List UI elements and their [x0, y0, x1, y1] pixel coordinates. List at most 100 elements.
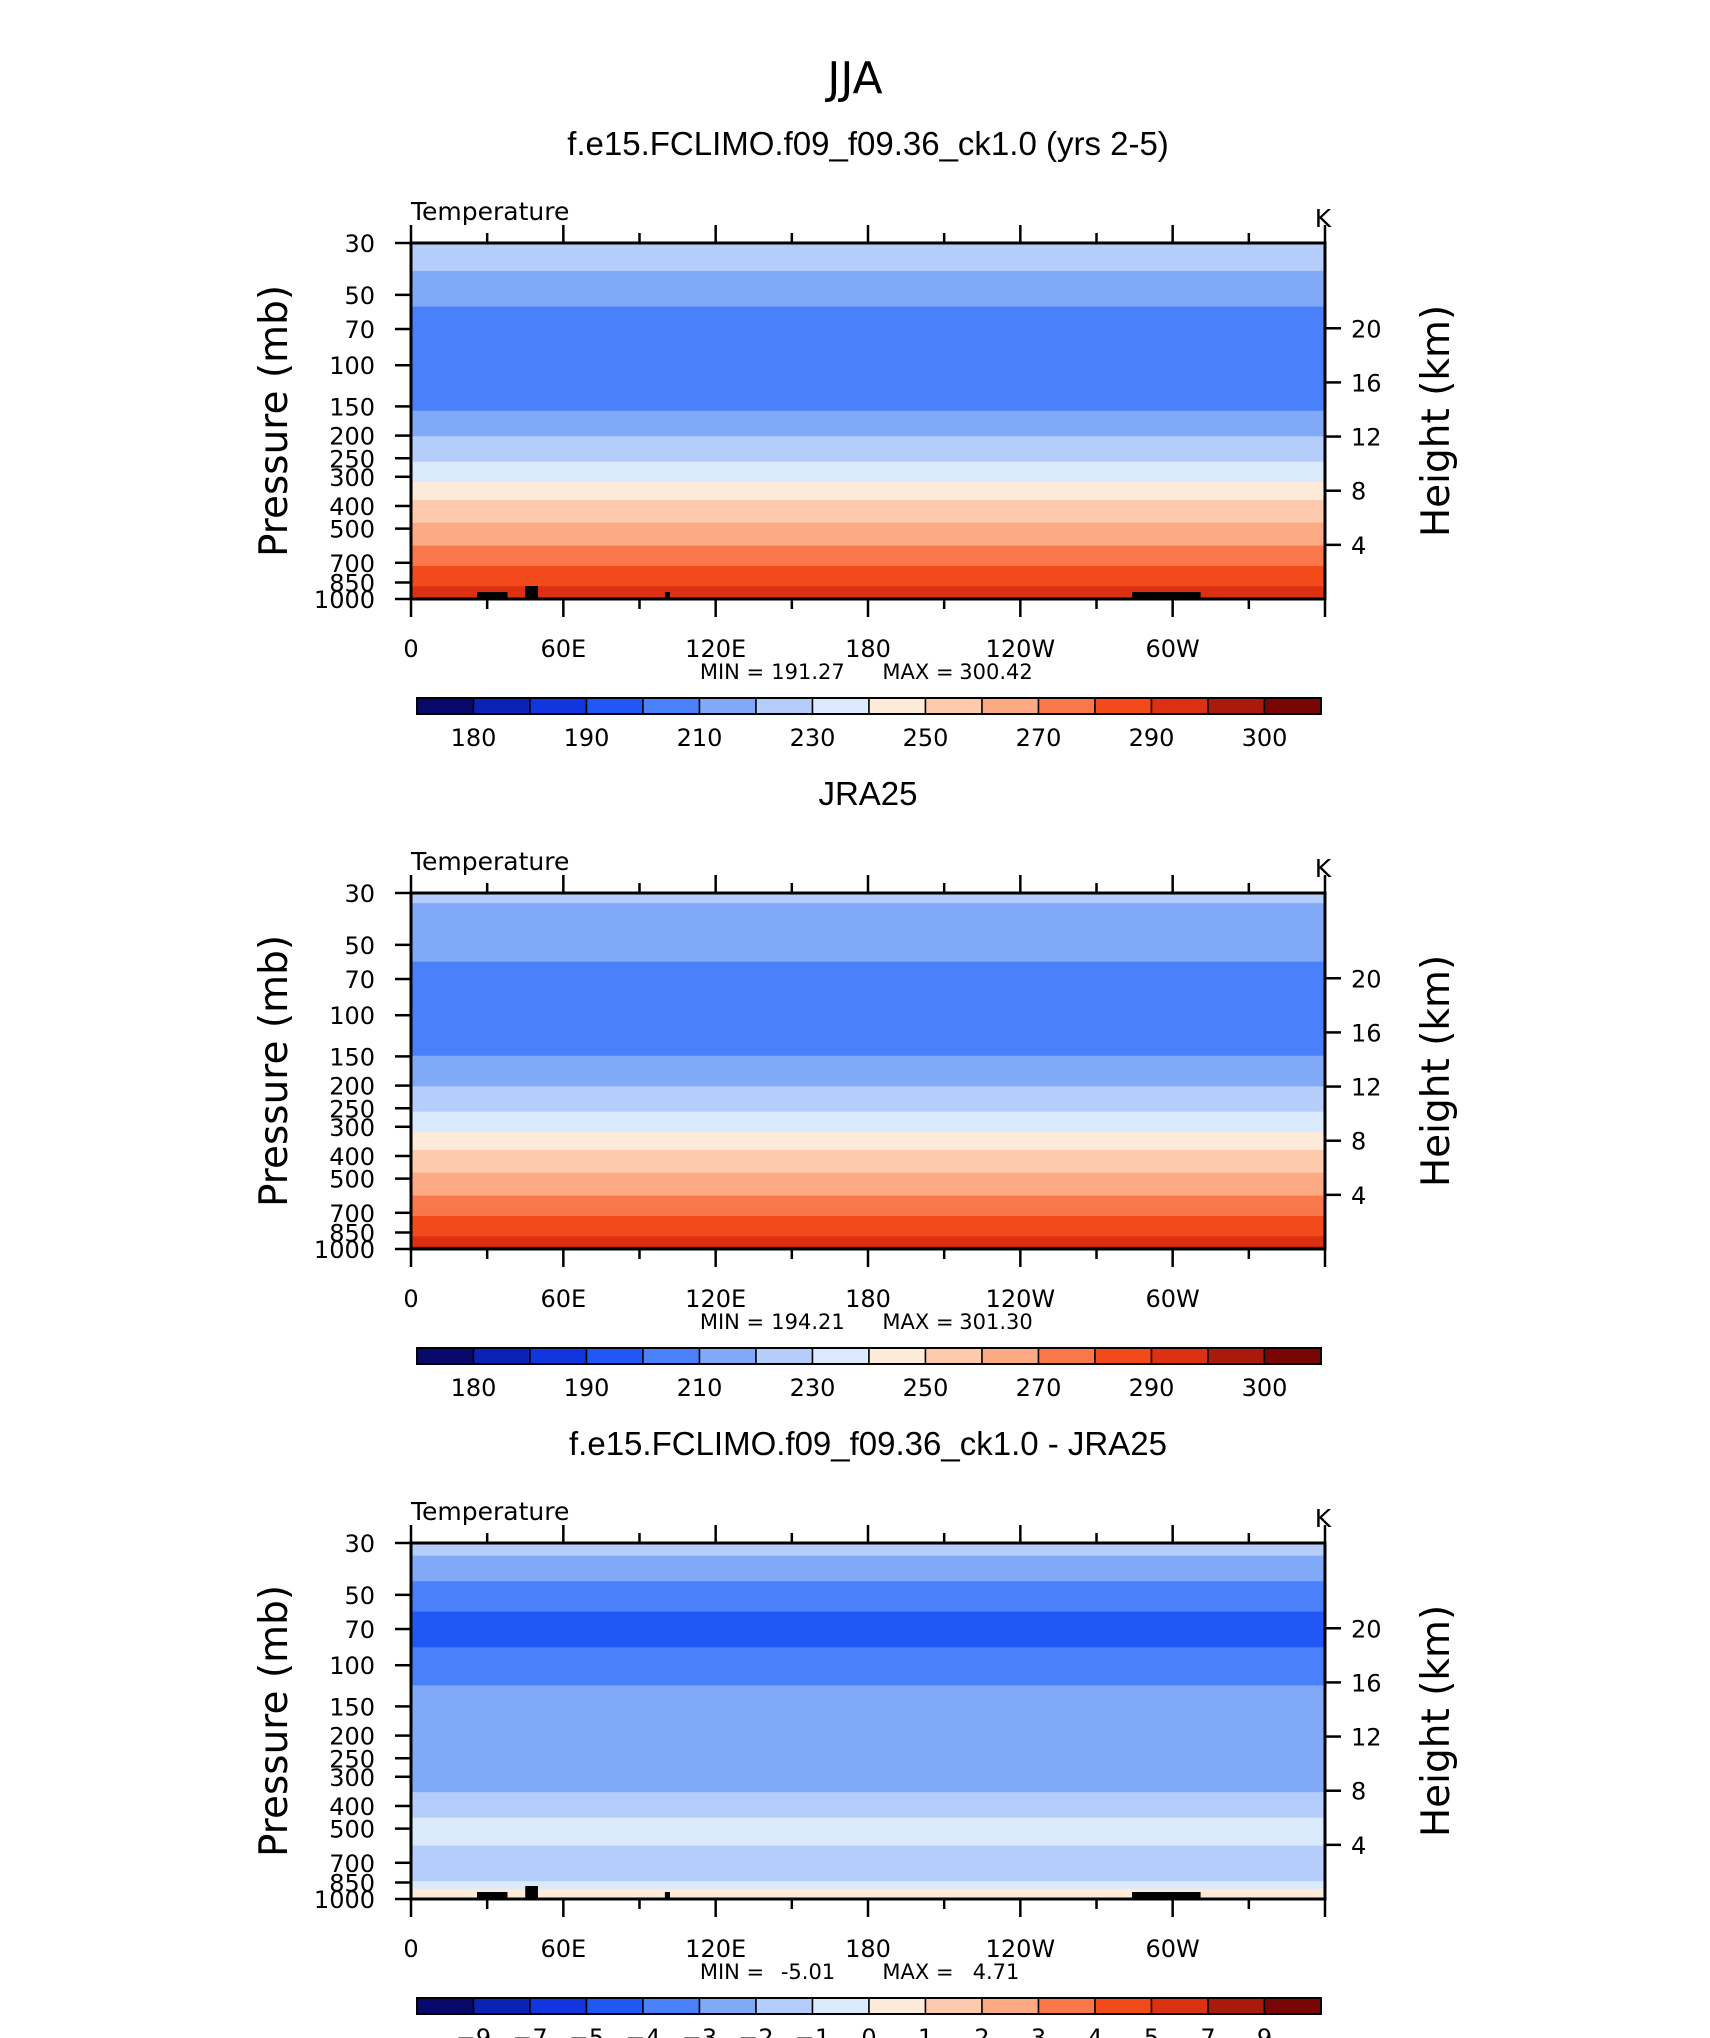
colorbar-swatch — [1150, 697, 1209, 715]
y2-tick-label: 20 — [1351, 1615, 1382, 1643]
contour-band — [411, 293, 1325, 297]
topography — [477, 586, 1201, 599]
contour-band — [411, 588, 1325, 592]
contour-band — [411, 1634, 1325, 1638]
colorbar-swatch — [698, 1997, 757, 2015]
colorbar-swatch — [755, 697, 814, 715]
y-axis-label: Pressure (mb) — [252, 935, 297, 1207]
colorbar-label: 0 — [861, 2024, 876, 2038]
y2-axis-label: Height (km) — [1414, 955, 1459, 1187]
y-tick-label: 150 — [329, 1043, 375, 1071]
colorbar-swatch — [698, 697, 757, 715]
y2-tick-label: 20 — [1351, 965, 1382, 993]
contour-band — [411, 365, 1325, 369]
contour-band — [411, 1878, 1325, 1882]
contour-band — [411, 517, 1325, 521]
contour-band — [411, 976, 1325, 981]
y-tick-label: 50 — [344, 1582, 375, 1610]
contour-band — [411, 563, 1325, 567]
contour-band — [411, 1799, 1325, 1803]
contour-band — [411, 278, 1325, 282]
contour-band — [411, 1812, 1325, 1816]
contour-band — [411, 1208, 1325, 1212]
contour-band — [411, 1756, 1325, 1760]
contour-band — [411, 1126, 1325, 1131]
contour-band — [411, 571, 1325, 575]
contour-band — [411, 946, 1325, 950]
colorbar-swatch — [981, 1347, 1040, 1365]
contour-band — [411, 1170, 1325, 1174]
colorbar-frame — [416, 1347, 1322, 1365]
contour-band — [411, 504, 1325, 509]
y2-tick-label: 8 — [1351, 478, 1366, 506]
y2-tick-label: 16 — [1351, 1019, 1382, 1047]
contour-band — [411, 372, 1325, 376]
contour-band — [411, 1766, 1325, 1770]
colorbar-label: 250 — [903, 724, 949, 752]
contour-band — [411, 1832, 1325, 1837]
y2-tick-label: 16 — [1351, 1669, 1382, 1697]
contour-band — [411, 1609, 1325, 1613]
contour-band — [411, 393, 1325, 397]
contour-band — [411, 362, 1325, 366]
colorbar-swatch — [811, 697, 870, 715]
contour-band — [411, 1243, 1325, 1248]
contour-band — [411, 1076, 1325, 1080]
contour-band — [411, 530, 1325, 534]
contour-band — [411, 1231, 1325, 1235]
contour-band — [411, 497, 1325, 501]
contour-band — [411, 1576, 1325, 1580]
contour-band — [411, 1733, 1325, 1737]
contour-band — [411, 1132, 1325, 1136]
contour-band — [411, 489, 1325, 493]
contour-band — [411, 966, 1325, 970]
contour-band — [411, 1060, 1325, 1064]
contour-band — [411, 979, 1325, 983]
contour-band — [411, 1177, 1325, 1181]
contour-band — [411, 1104, 1325, 1108]
stat-max-label: MAX = — [882, 1960, 953, 1984]
contour-band — [411, 1017, 1325, 1021]
colorbar-swatch — [1207, 1997, 1266, 2015]
contour-band — [411, 250, 1325, 254]
contour-band — [411, 1794, 1325, 1798]
contour-band — [411, 1817, 1325, 1821]
contour-band — [411, 1238, 1325, 1242]
contour-band — [411, 1055, 1325, 1059]
contour-band — [411, 301, 1325, 305]
contour-band — [411, 309, 1325, 313]
contour-band — [411, 1787, 1325, 1791]
contour-band — [411, 459, 1325, 463]
contour-band — [411, 1152, 1325, 1156]
contour-band — [411, 265, 1325, 270]
contour-band — [411, 283, 1325, 287]
contour-band — [411, 961, 1325, 965]
contour-band — [411, 1175, 1325, 1179]
contour-band — [411, 370, 1325, 374]
contour-band — [411, 263, 1325, 267]
colorbar-swatch — [416, 697, 475, 715]
colorbar-label: −2 — [738, 2024, 773, 2038]
colorbar-label: 250 — [903, 1374, 949, 1402]
contour-band — [411, 545, 1325, 549]
contour-band — [411, 352, 1325, 356]
contour-band — [411, 1698, 1325, 1702]
contour-band — [411, 971, 1325, 975]
contour-band — [411, 387, 1325, 392]
contour-band — [411, 964, 1325, 968]
x-tick-label: 120W — [986, 1935, 1056, 1963]
contour-band — [411, 1068, 1325, 1072]
stat-max-value: 300.42 — [959, 660, 1032, 684]
colorbar-swatch — [585, 1997, 644, 2015]
contour-band — [411, 400, 1325, 404]
x-tick-label: 180 — [845, 1935, 891, 1963]
colorbar-label: 5 — [1144, 2024, 1159, 2038]
contour-band — [411, 1050, 1325, 1054]
stat-min-label: MIN = — [700, 1960, 764, 1984]
stat-min-value: -5.01 — [781, 1960, 835, 1984]
stat-max-value: 4.71 — [973, 1960, 1020, 1984]
colorbar-swatch — [755, 1347, 814, 1365]
contour-band — [411, 903, 1325, 907]
contour-band — [411, 1792, 1325, 1796]
contour-band — [411, 1726, 1325, 1730]
